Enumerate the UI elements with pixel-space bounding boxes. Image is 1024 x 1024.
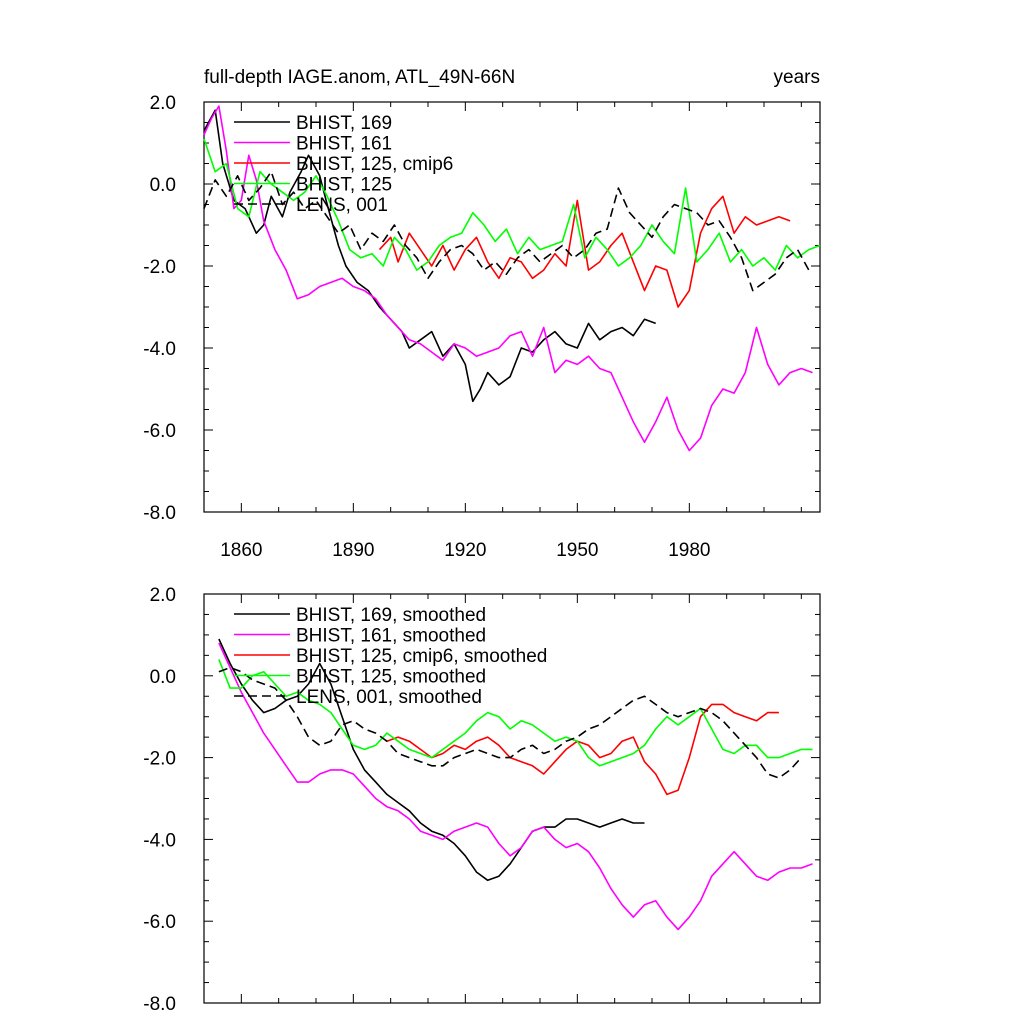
series-line-lens-001 — [203, 170, 810, 292]
units-label: years — [774, 67, 820, 88]
x-tick-label: 1950 — [556, 540, 598, 561]
y-tick-label: -4.0 — [143, 830, 176, 851]
y-tick-label: 2.0 — [150, 585, 176, 606]
y-tick-label: -2.0 — [143, 749, 176, 770]
y-tick-label: -6.0 — [143, 912, 176, 933]
series-line-bhist-125-smoothed — [218, 659, 813, 767]
series-line-bhist-169-smoothed — [218, 638, 645, 882]
legend-label: BHIST, 161, smoothed — [296, 626, 486, 647]
series-line-lens-001-smoothed — [218, 666, 802, 779]
y-tick-label: -4.0 — [143, 339, 176, 360]
series-line-bhist-161 — [203, 105, 813, 452]
y-tick-label: 2.0 — [150, 93, 176, 114]
x-tick-label: 1980 — [668, 540, 710, 561]
series-line-bhist-125-cmip6 — [378, 195, 791, 308]
legend-label: BHIST, 169 — [296, 113, 392, 134]
legend-label: LENS, 001, smoothed — [296, 687, 482, 708]
top-panel: 1860 1890 1920 1950 1980 2.0 0.0 -2.0 -4.0 -6.0 -8… — [143, 93, 821, 561]
series-line-bhist-125-cmip6-smoothed — [386, 703, 779, 796]
legend-label: LENS, 001 — [296, 195, 388, 216]
legend-label: BHIST, 125, cmip6, smoothed — [296, 646, 547, 667]
y-tick-label: -8.0 — [143, 503, 176, 524]
series-line-bhist-125 — [203, 138, 821, 271]
legend-label: BHIST, 161 — [296, 134, 392, 155]
y-tick-label: -6.0 — [143, 421, 176, 442]
legend-label: BHIST, 125 — [296, 175, 392, 196]
chart-title: full-depth IAGE.anom, ATL_49N-66N — [204, 67, 515, 88]
x-tick-label: 1920 — [444, 540, 486, 561]
legend-label: BHIST, 125, cmip6 — [296, 154, 453, 175]
y-tick-label: 0.0 — [150, 667, 176, 688]
bottom-panel: 2.0 0.0 -2.0 -4.0 -6.0 -8.0 BHIST, 169, smooth… — [143, 585, 821, 1015]
series-line-bhist-169 — [203, 109, 656, 403]
series-line-bhist-161-smoothed — [218, 642, 813, 931]
y-tick-label: -2.0 — [143, 257, 176, 278]
x-tick-label: 1890 — [332, 540, 374, 561]
legend-label: BHIST, 125, smoothed — [296, 667, 486, 688]
x-tick-label: 1860 — [220, 540, 262, 561]
legend-label: BHIST, 169, smoothed — [296, 605, 486, 626]
y-tick-label: 0.0 — [150, 175, 176, 196]
y-tick-label: -8.0 — [143, 994, 176, 1015]
